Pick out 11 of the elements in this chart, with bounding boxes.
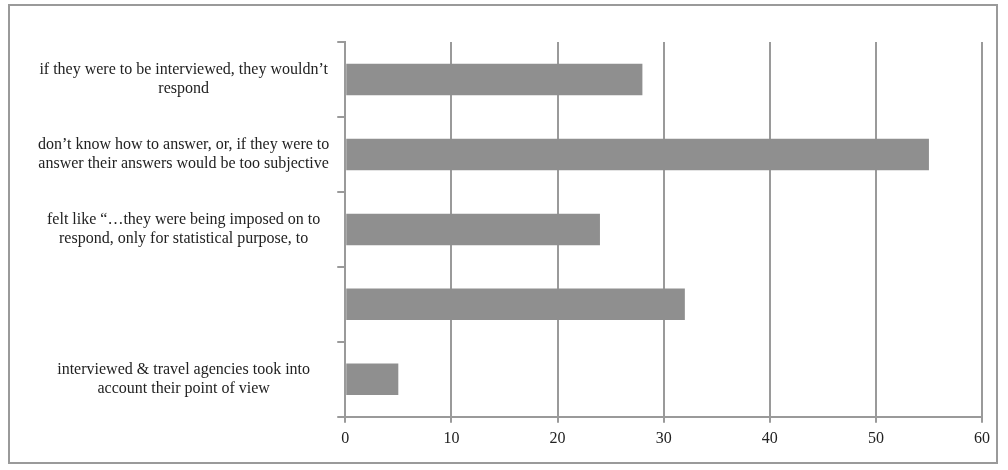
y-tick-label: don’t know how to answer, or, if they were to answer their answers would be too subjective (38, 135, 330, 173)
x-tick-label: 20 (549, 428, 566, 446)
x-tick-label: 10 (443, 428, 460, 446)
x-tick-label: 40 (761, 428, 778, 446)
x-tick-label: 0 (341, 428, 350, 446)
y-tick-label: interviewed & travel agencies took into account their point of view (57, 359, 311, 398)
x-tick-label: 50 (867, 428, 884, 446)
x-tick-label: 30 (655, 428, 672, 446)
y-tick-label: felt like “…they were being imposed on to respond, only for statistical purpose, to (46, 210, 321, 248)
y-tick-label: if they were to be interviewed, they wouldn’t respond (39, 60, 329, 98)
x-tick-label: 60 (974, 428, 990, 446)
